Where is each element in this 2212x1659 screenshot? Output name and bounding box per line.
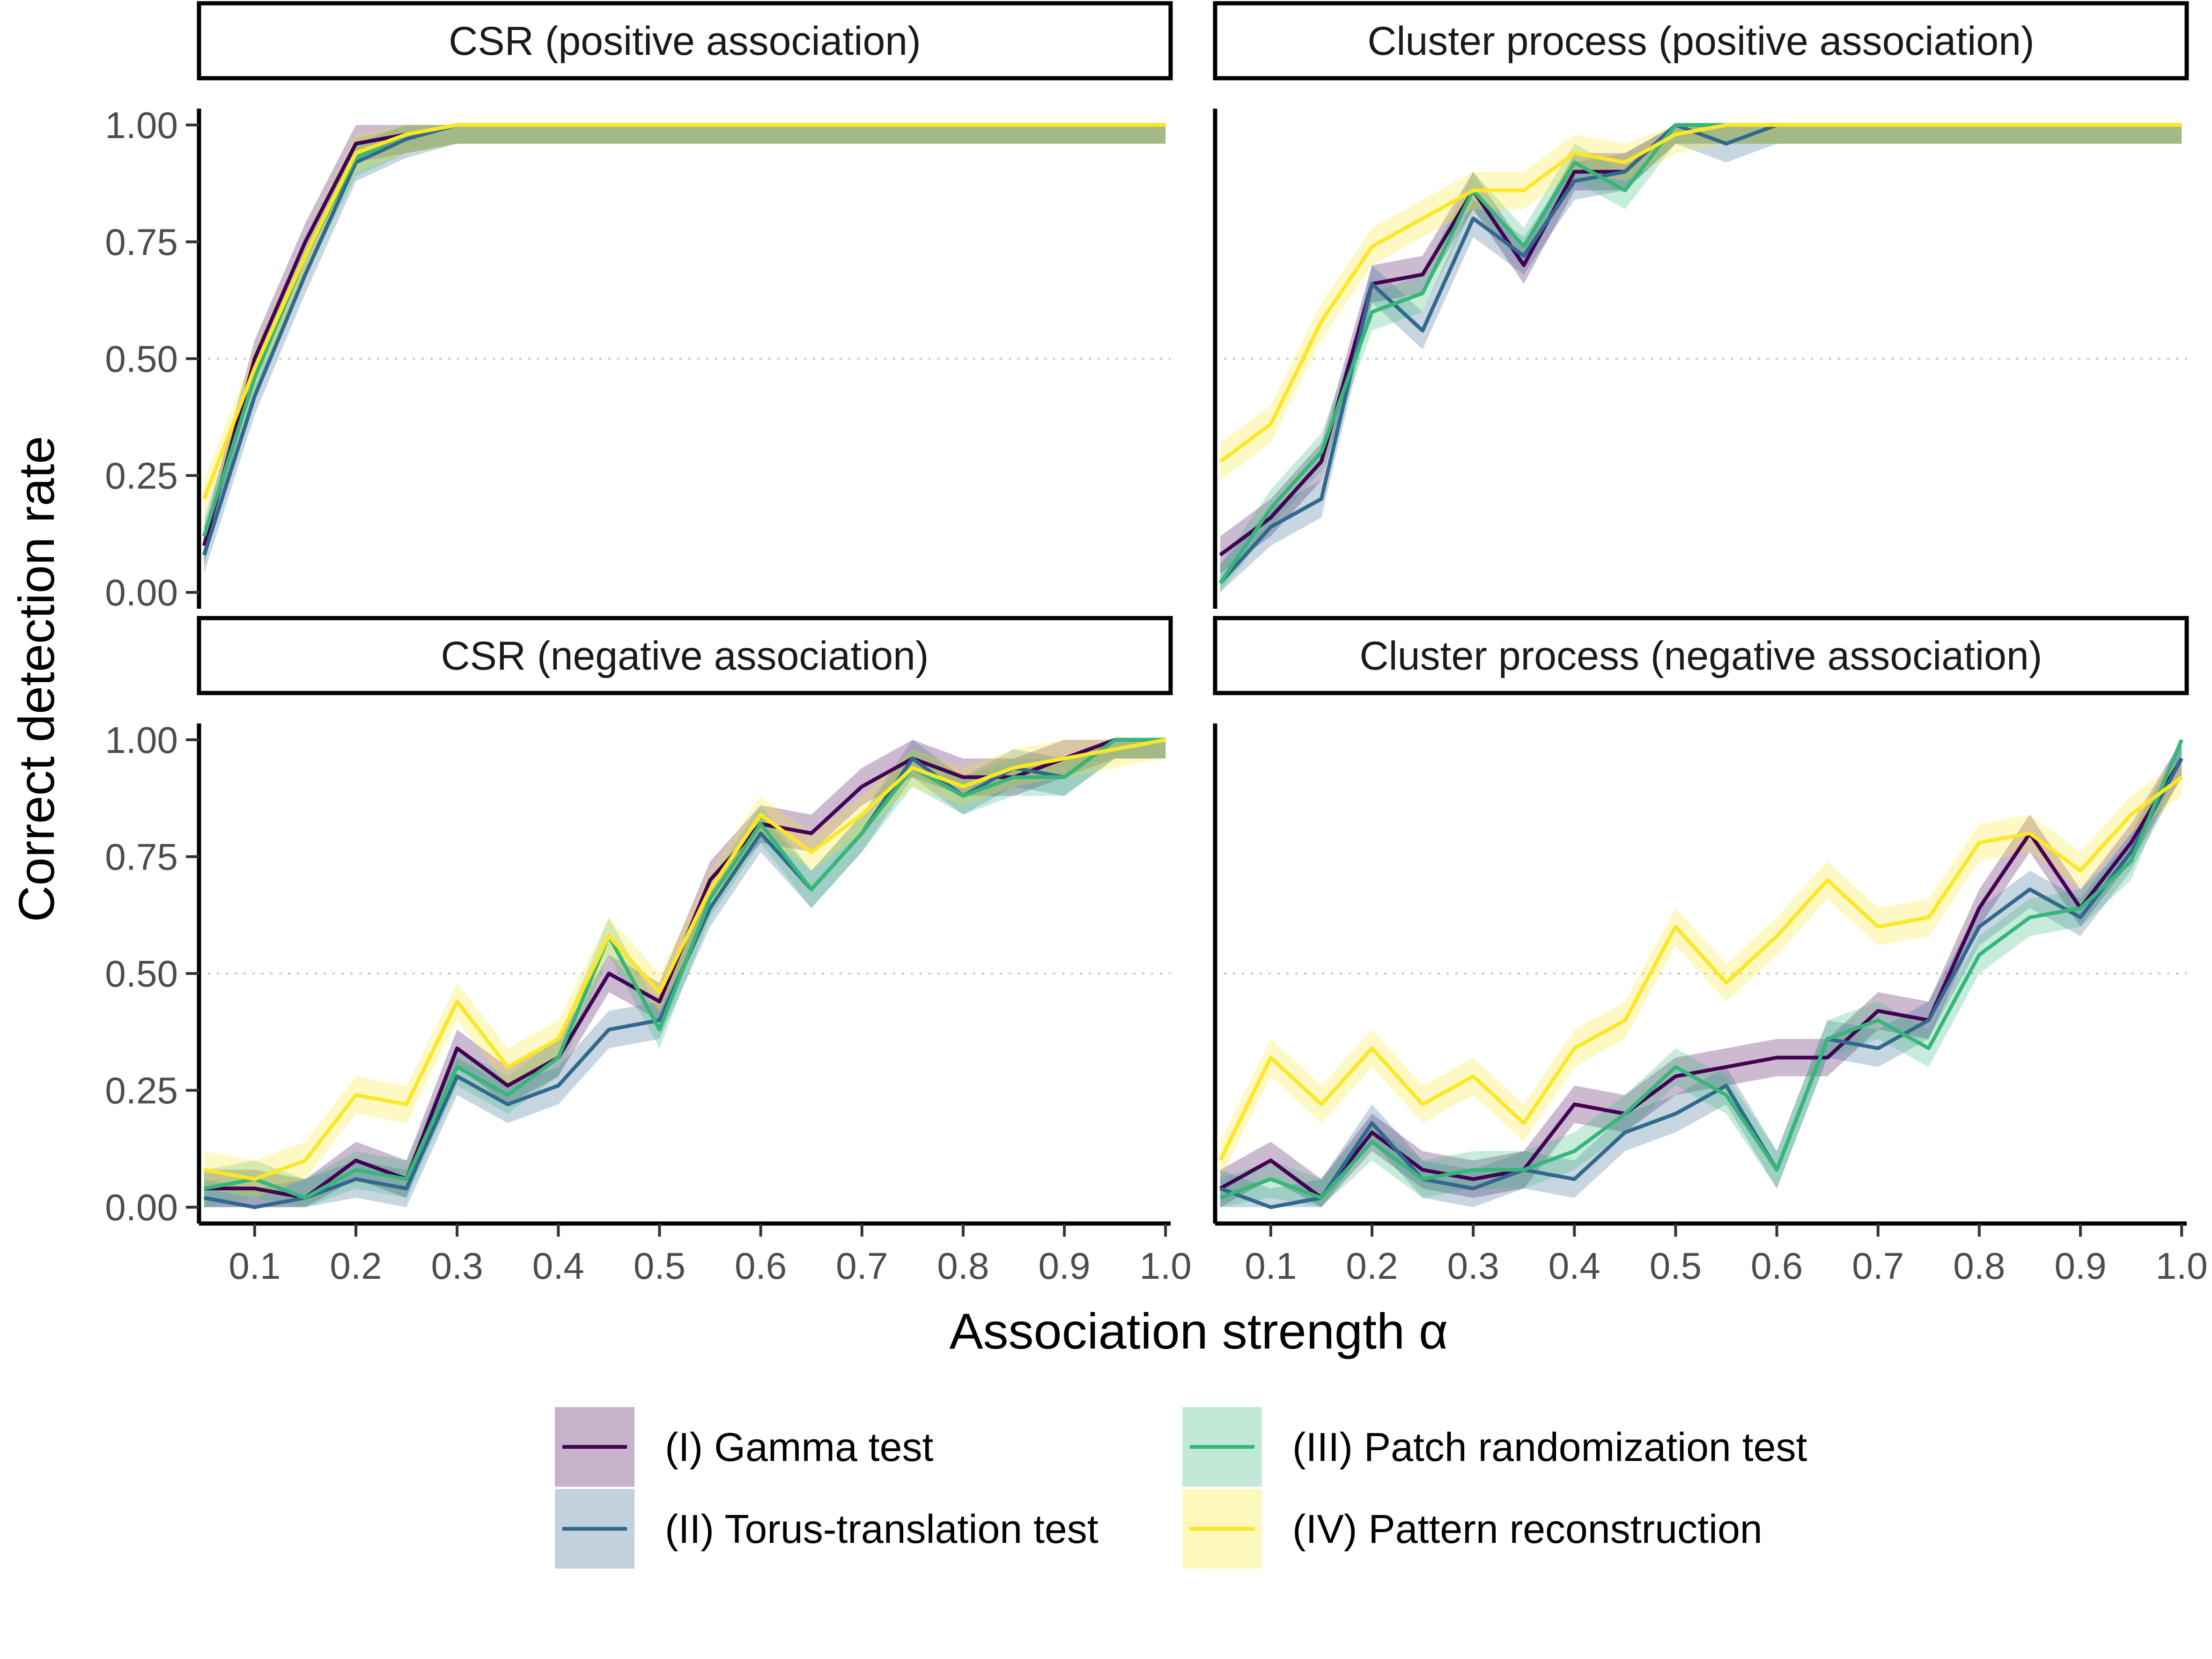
x-tick-label: 0.7 [1852, 1245, 1904, 1287]
x-tick-label: 0.3 [431, 1245, 483, 1287]
y-tick-label: 0.25 [105, 1070, 178, 1112]
confidence-band [204, 739, 1166, 1208]
legend: (I) Gamma test (II) Torus-translation tes… [555, 1407, 1807, 1569]
facet-strip [197, 616, 1173, 695]
confidence-band [1220, 739, 2182, 1208]
x-tick-label: 0.8 [1953, 1245, 2005, 1287]
y-tick-label: 0.00 [105, 572, 178, 613]
series-line [1219, 123, 2182, 463]
series-line [1218, 775, 2183, 1162]
y-tick-label: 1.00 [105, 719, 178, 761]
facet-panel: Cluster process (negative association) 0.… [1213, 616, 2208, 1287]
y-tick-label: 0.75 [105, 221, 178, 263]
series-line [202, 123, 1166, 500]
confidence-band [1220, 758, 2182, 1180]
facet-strip-label: Cluster process (negative association) [1360, 634, 2042, 678]
y-tick-label: 0.75 [105, 836, 178, 877]
series-line [1219, 757, 2183, 1209]
series-line [1218, 123, 2182, 584]
legend-label: (I) Gamma test [665, 1425, 934, 1470]
x-tick-label: 0.8 [937, 1245, 989, 1287]
facet-strip-label: Cluster process (positive association) [1367, 19, 2034, 64]
x-tick-label: 0.9 [1038, 1245, 1090, 1287]
x-tick-label: 1.0 [1140, 1245, 1192, 1287]
y-tick-label: 0.00 [105, 1187, 178, 1228]
facet-panel: CSR (positive association) 0.00 0.25 0.50 0.… [105, 1, 1173, 613]
series-line [1219, 757, 2183, 1200]
legend-label: (II) Torus-translation test [665, 1507, 1099, 1552]
series-line [1218, 123, 2182, 584]
facet-strip-label: CSR (negative association) [441, 634, 929, 678]
facet-panels: CSR (positive association) 0.00 0.25 0.50 0.… [105, 1, 2208, 1287]
legend-label: (III) Patch randomization test [1292, 1425, 1807, 1470]
confidence-band [204, 125, 1166, 555]
confidence-band [1220, 125, 2182, 593]
confidence-band [204, 739, 1166, 1208]
facet-panel: CSR (negative association) 0.1 0.2 0.3 0.4 0.… [105, 616, 1192, 1287]
confidence-band [204, 125, 1166, 518]
series-line [204, 737, 1166, 1200]
y-tick-label: 0.25 [105, 455, 178, 497]
legend-item: (I) Gamma test [555, 1407, 934, 1487]
confidence-band [204, 739, 1166, 1198]
x-tick-label: 1.0 [2156, 1245, 2208, 1287]
legend-item: (IV) Pattern reconstruction [1182, 1489, 1762, 1569]
y-axis-title: Correct detection rate [8, 436, 65, 922]
facet-strip-label: CSR (positive association) [449, 19, 921, 64]
confidence-band [204, 125, 1166, 574]
x-tick-label: 0.6 [1751, 1245, 1803, 1287]
facet-strip [1213, 1, 2189, 81]
x-tick-label: 0.7 [836, 1245, 888, 1287]
x-tick-label: 0.3 [1447, 1245, 1499, 1287]
facet-strip [1213, 616, 2189, 695]
x-tick-label: 0.2 [1346, 1245, 1398, 1287]
facet-panel: Cluster process (positive association) [1213, 1, 2189, 609]
series-line [204, 738, 1166, 1181]
y-tick-label: 0.50 [105, 338, 178, 380]
legend-item: (II) Torus-translation test [555, 1489, 1099, 1569]
x-tick-label: 0.4 [532, 1245, 584, 1287]
y-tick-label: 1.00 [105, 104, 178, 146]
y-tick-label: 0.50 [105, 953, 178, 995]
x-axis-title: Association strength α [950, 1303, 1448, 1359]
legend-item: (III) Patch randomization test [1182, 1407, 1807, 1487]
x-tick-label: 0.1 [1245, 1245, 1297, 1287]
x-tick-label: 0.5 [634, 1245, 686, 1287]
x-tick-label: 0.2 [330, 1245, 382, 1287]
x-tick-label: 0.5 [1650, 1245, 1702, 1287]
confidence-band [204, 739, 1166, 1208]
series-line [1219, 739, 2183, 1200]
legend-label: (IV) Pattern reconstruction [1292, 1507, 1762, 1552]
x-tick-label: 0.9 [2054, 1245, 2106, 1287]
x-tick-label: 0.4 [1548, 1245, 1600, 1287]
confidence-band [1220, 125, 2182, 593]
x-tick-label: 0.1 [229, 1245, 280, 1287]
facet-strip [197, 1, 1173, 81]
x-tick-label: 0.6 [735, 1245, 787, 1287]
